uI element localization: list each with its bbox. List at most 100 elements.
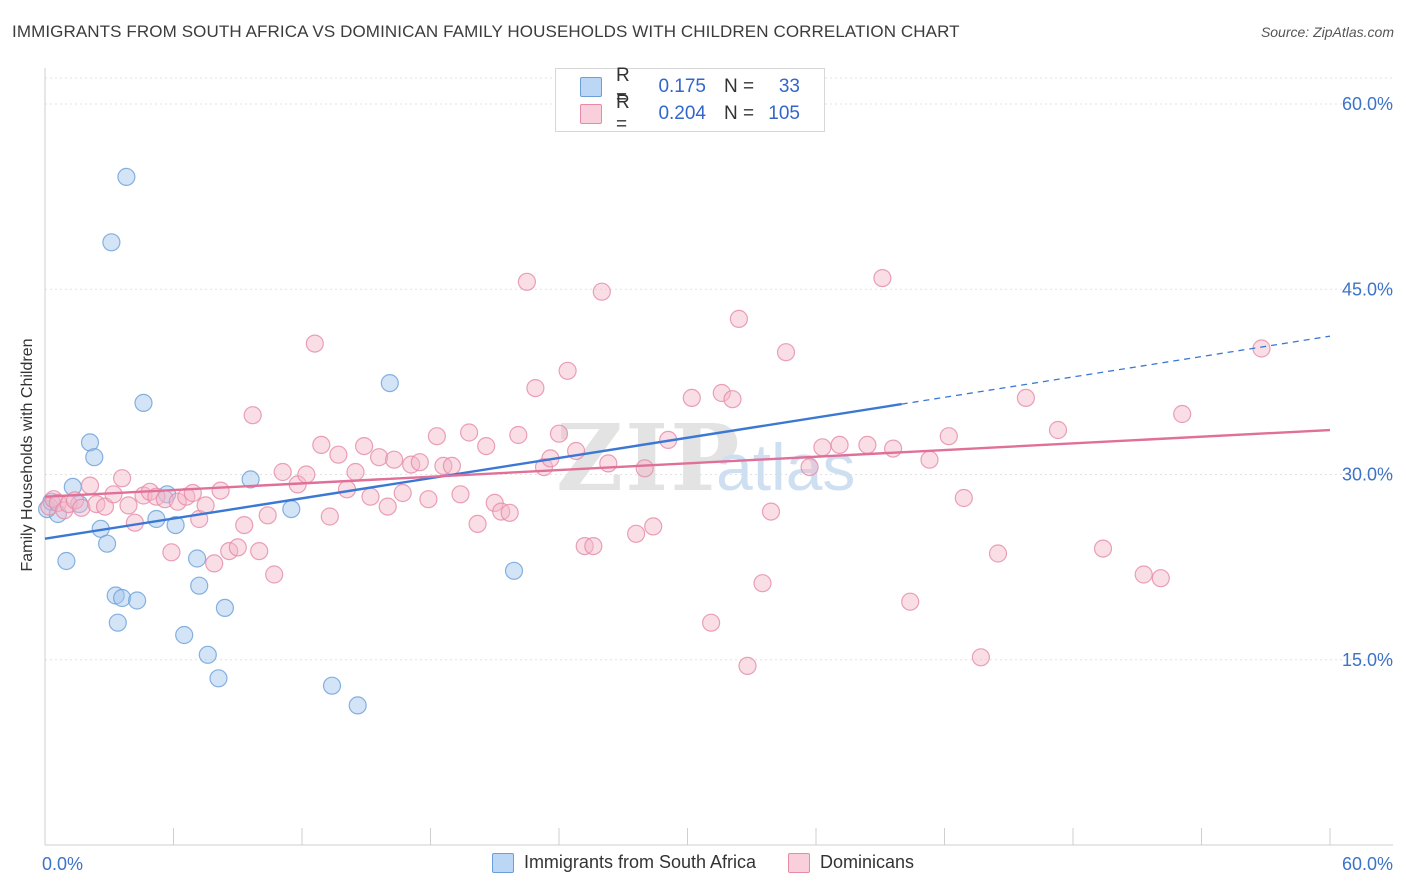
point-south-africa	[117, 167, 136, 186]
point-south-africa	[188, 549, 207, 568]
series-legend-south-africa: Immigrants from South Africa	[491, 852, 756, 873]
point-dominican	[1252, 339, 1271, 358]
point-dominican	[682, 388, 701, 407]
point-dominican	[1093, 539, 1113, 558]
trend-lines	[44, 335, 1331, 540]
legend-r-value: 0.204	[658, 103, 706, 124]
point-dominican	[250, 541, 269, 561]
point-dominican	[599, 454, 618, 473]
legend-swatch-pink	[580, 104, 602, 124]
point-dominican	[626, 524, 646, 543]
point-dominican	[517, 272, 537, 291]
point-dominican	[235, 515, 254, 535]
legend-r-label: R =	[616, 65, 630, 108]
point-dominican	[988, 544, 1008, 563]
point-dominican	[1151, 569, 1170, 588]
point-dominican	[393, 483, 412, 503]
legend-n-value: 33	[778, 76, 800, 97]
point-dominican	[211, 481, 230, 500]
point-dominican	[712, 383, 731, 403]
point-dominican	[72, 498, 91, 517]
point-dominican	[1048, 420, 1068, 440]
legend-n-label: N =	[724, 76, 755, 97]
point-dominican	[95, 497, 115, 516]
point-dominican	[80, 476, 100, 495]
point-dominican	[813, 438, 832, 457]
series-swatch-blue	[491, 852, 514, 873]
point-dominican	[753, 574, 772, 593]
point-dominican	[738, 656, 757, 676]
legend-n-label: N =	[724, 103, 755, 124]
x-tick-label: 0.0%	[42, 854, 83, 874]
y-tick-label: 15.0%	[1342, 650, 1393, 670]
point-south-africa	[322, 676, 342, 695]
point-dominican	[378, 497, 397, 516]
point-dominican	[355, 437, 374, 456]
point-dominican	[297, 465, 316, 484]
point-dominican	[701, 613, 721, 632]
point-dominican	[901, 592, 920, 611]
watermark-zip: ZIP	[556, 404, 741, 512]
trend-line-dominican	[44, 428, 1331, 498]
data-points	[37, 112, 1271, 715]
point-south-africa	[80, 433, 100, 452]
point-dominican	[410, 453, 429, 472]
legend-r-value: 0.175	[658, 76, 706, 97]
point-dominican	[385, 450, 404, 469]
point-dominican	[635, 459, 654, 478]
point-dominican	[971, 648, 991, 667]
y-tick-label: 30.0%	[1342, 465, 1393, 485]
watermark-atlas: atlas	[716, 430, 855, 504]
point-dominican	[920, 450, 939, 469]
point-dominican	[883, 439, 903, 458]
point-dominican	[112, 469, 132, 488]
series-legend: Immigrants from South Africa Dominicans	[0, 852, 1406, 873]
point-south-africa	[504, 561, 524, 580]
point-south-africa	[380, 374, 399, 393]
point-dominican	[346, 462, 365, 482]
point-dominican	[873, 269, 892, 288]
point-dominican	[243, 406, 262, 425]
point-dominican	[830, 435, 849, 454]
point-dominican	[526, 379, 545, 398]
source-label: Source: ZipAtlas.com	[1260, 24, 1394, 40]
point-dominican	[858, 435, 877, 454]
point-dominican	[584, 536, 603, 556]
axes	[44, 68, 1393, 846]
point-dominican	[1134, 565, 1153, 584]
point-dominican	[468, 514, 487, 534]
series-legend-dominicans: Dominicans	[788, 852, 914, 873]
point-dominican	[320, 507, 339, 526]
legend-row-south-africa: R = 0.175 N = 33	[580, 65, 800, 108]
chart-title: IMMIGRANTS FROM SOUTH AFRICA VS DOMINICA…	[12, 22, 960, 41]
point-dominican	[419, 490, 438, 509]
point-dominican	[460, 423, 479, 442]
point-dominican	[305, 334, 324, 353]
point-dominican	[451, 485, 470, 504]
point-dominican	[361, 487, 380, 506]
point-dominican	[205, 554, 224, 573]
point-south-africa	[102, 233, 121, 252]
point-dominican	[723, 390, 742, 409]
point-dominican	[644, 517, 663, 536]
trend-line-south-africa-extension	[901, 335, 1331, 405]
point-dominican	[558, 361, 577, 380]
series-swatch-pink	[788, 852, 811, 873]
legend-swatch-blue	[580, 77, 602, 97]
point-dominican	[477, 437, 496, 456]
x-tick-label: 60.0%	[1342, 854, 1393, 874]
point-dominican	[1016, 388, 1036, 407]
point-dominican	[119, 496, 138, 515]
series-label: Dominicans	[820, 852, 915, 872]
point-south-africa	[215, 598, 234, 618]
grid-lines	[45, 77, 1393, 661]
point-dominican	[329, 445, 348, 464]
point-south-africa	[97, 534, 117, 553]
point-dominican	[228, 538, 247, 557]
point-dominican	[509, 425, 528, 445]
point-dominican	[549, 424, 569, 443]
point-south-africa	[241, 470, 260, 489]
trend-line-south-africa	[44, 402, 902, 540]
point-south-africa	[190, 576, 209, 595]
